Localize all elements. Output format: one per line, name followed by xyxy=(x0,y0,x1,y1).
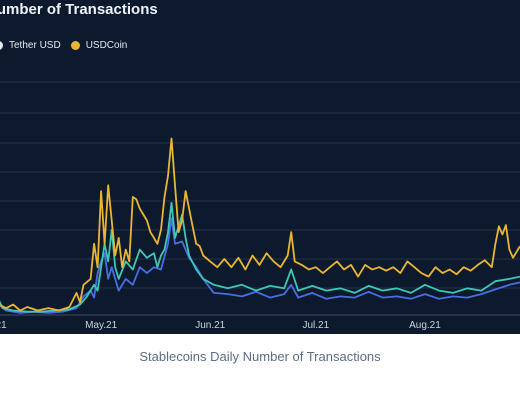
chart-plot-area: pr.21 May.21 Jun.21 Jul.21 Aug.21 xyxy=(0,81,520,331)
chart-legend: Tether USD USDCoin xyxy=(0,40,127,51)
chart-panel: pr.21 May.21 Jun.21 Jul.21 Aug.21 Number of … xyxy=(0,0,520,334)
legend-label-tether-usd: Tether USD xyxy=(9,40,61,51)
legend-item-usdcoin[interactable]: USDCoin xyxy=(70,40,128,51)
legend-dot-tether-usd xyxy=(0,41,3,50)
x-tick-label-3: Jul.21 xyxy=(302,320,329,331)
legend-label-usdcoin: USDCoin xyxy=(85,40,128,51)
x-tick-label-4: Aug.21 xyxy=(409,320,441,331)
series-line-usdcoin xyxy=(0,137,520,312)
legend-item-tether-usd[interactable]: Tether USD xyxy=(0,40,61,51)
x-tick-label-0: pr.21 xyxy=(0,320,7,331)
x-tick-label-1: May.21 xyxy=(85,320,117,331)
chart-caption: Stablecoins Daily Number of Transactions xyxy=(139,349,381,364)
x-tick-label-2: Jun.21 xyxy=(195,320,225,331)
chart-title: Number of Transactions xyxy=(0,1,158,18)
legend-dot-usdcoin xyxy=(70,41,80,50)
